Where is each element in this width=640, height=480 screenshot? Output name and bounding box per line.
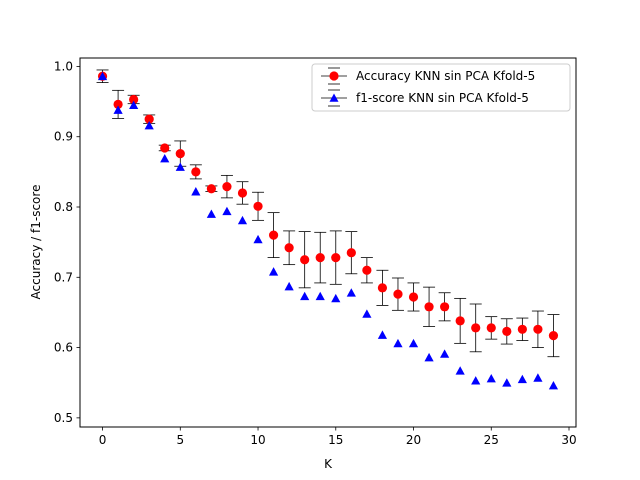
- x-tick-label: 10: [250, 433, 265, 447]
- f1-score-point: [362, 309, 372, 318]
- y-tick-label: 0.6: [54, 341, 73, 355]
- f1-score-point: [533, 373, 543, 382]
- f1-score-point: [377, 330, 388, 339]
- accuracy-point: [408, 292, 419, 302]
- x-tick-label: 5: [176, 433, 184, 447]
- accuracy-point: [144, 114, 154, 124]
- f1-score-point: [548, 381, 559, 390]
- accuracy-point: [502, 326, 512, 337]
- accuracy-point: [393, 289, 403, 299]
- f1-score-point: [97, 71, 108, 81]
- accuracy-point: [533, 324, 543, 334]
- f1-score-point: [331, 293, 341, 303]
- accuracy-point: [424, 302, 434, 312]
- legend-entry-accuracy: Accuracy KNN sin PCA Kfold-5: [321, 67, 535, 85]
- legend-marker-accuracy: [329, 71, 339, 81]
- plot-area: [96, 69, 560, 390]
- f1-score-point: [424, 352, 434, 362]
- x-tick-label: 20: [406, 433, 421, 447]
- y-tick-label: 0.8: [54, 200, 73, 214]
- axes-frame: [79, 57, 577, 428]
- accuracy-point: [346, 248, 356, 258]
- f1-score-point: [315, 291, 325, 301]
- accuracy-point: [160, 143, 170, 153]
- x-axis-label: K: [324, 457, 333, 471]
- accuracy-point: [129, 94, 139, 105]
- accuracy-point: [253, 201, 263, 211]
- legend-label-accuracy: Accuracy KNN sin PCA Kfold-5: [356, 69, 535, 83]
- x-axis: 0 5 10 15 20 25 30: [99, 427, 577, 447]
- legend-label-f1: f1-score KNN sin PCA Kfold-5: [356, 91, 529, 105]
- y-tick-label: 1.0: [54, 59, 73, 73]
- accuracy-point: [268, 230, 279, 240]
- accuracy-point: [300, 255, 310, 265]
- accuracy-point: [113, 99, 123, 109]
- f1-score-point: [175, 162, 185, 171]
- x-tick-label: 30: [561, 433, 576, 447]
- accuracy-point: [331, 253, 341, 263]
- f1-score-point: [206, 209, 216, 218]
- y-tick-label: 0.7: [54, 270, 73, 284]
- legend-box: [311, 63, 571, 112]
- f1-score-point: [191, 187, 201, 196]
- legend-entry-f1: f1-score KNN sin PCA Kfold-5: [321, 89, 529, 107]
- f1-score-point: [113, 105, 123, 114]
- f1-score-point: [237, 215, 248, 225]
- y-tick-label: 0.5: [54, 411, 73, 425]
- accuracy-point: [175, 148, 185, 159]
- y-axis-label: Accuracy / f1-score: [29, 185, 43, 300]
- accuracy-point: [315, 253, 325, 263]
- accuracy-point: [455, 316, 465, 326]
- x-tick-label: 0: [99, 433, 107, 447]
- y-axis: 0.5 0.6 0.7 0.8 0.9 1.0: [54, 59, 80, 425]
- accuracy-point: [440, 302, 450, 312]
- accuracy-point: [486, 323, 496, 333]
- accuracy-point: [362, 265, 372, 275]
- f1-score-point: [144, 120, 154, 130]
- accuracy-point: [548, 331, 559, 341]
- accuracy-point: [471, 323, 481, 333]
- accuracy-point: [222, 182, 232, 192]
- f1-score-point: [160, 154, 170, 163]
- f1-score-point: [486, 374, 496, 383]
- f1-score-point: [502, 378, 512, 387]
- y-tick-label: 0.9: [54, 130, 73, 144]
- f1-score-point: [222, 206, 232, 216]
- f1-score-point: [471, 376, 481, 385]
- legend-marker-f1: [329, 93, 339, 102]
- x-tick-label: 25: [484, 433, 499, 447]
- x-tick-label: 15: [328, 433, 343, 447]
- accuracy-point: [377, 283, 388, 293]
- accuracy-point: [237, 188, 248, 198]
- f1-score-point: [440, 349, 450, 358]
- accuracy-point: [206, 184, 216, 194]
- accuracy-point: [517, 324, 527, 334]
- f1-score-point: [300, 291, 310, 301]
- f1-score-point: [253, 234, 263, 244]
- f1-score-point: [455, 366, 465, 375]
- f1-score-point: [284, 281, 294, 291]
- f1-score-point: [346, 288, 356, 297]
- f1-score-point: [129, 100, 139, 109]
- accuracy-point: [284, 243, 294, 253]
- f1-score-point: [393, 338, 403, 348]
- f1-score-point: [268, 267, 279, 276]
- accuracy-point: [191, 167, 201, 177]
- f1-score-point: [408, 338, 419, 348]
- legend: Accuracy KNN sin PCA Kfold-5 f1-score KN…: [311, 63, 571, 112]
- f1-score-point: [517, 374, 527, 384]
